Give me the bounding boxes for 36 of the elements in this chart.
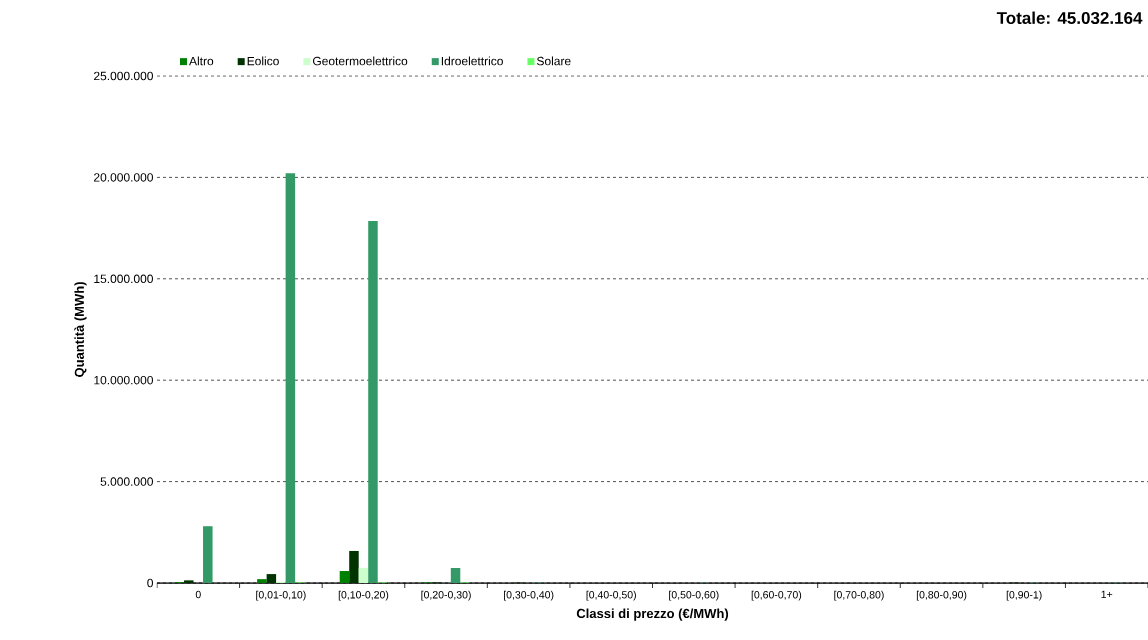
x-tick-label: [0,90-1) (1006, 590, 1042, 601)
x-tick-label: [0,50-0,60) (669, 590, 719, 601)
bar (368, 221, 378, 583)
legend-label: Idroelettrico (441, 56, 503, 66)
x-tick-label: [0,80-0,90) (916, 590, 967, 601)
bar (184, 580, 194, 583)
x-tick-label: 1+ (1101, 590, 1113, 599)
y-tick-label: 15.000.000 (94, 274, 153, 284)
y-tick-label: 5.000.000 (100, 477, 153, 486)
bar (257, 579, 267, 583)
y-tick-label: 0 (147, 578, 154, 588)
x-axis-title: Classi di prezzo (€/MWh) (576, 608, 729, 621)
y-tick-label: 25.000.000 (94, 71, 153, 81)
bar (358, 567, 369, 583)
x-tick-label: 0 (195, 590, 201, 599)
bar (203, 526, 213, 583)
x-tick-label: [0,30-0,40) (503, 590, 554, 601)
x-tick-label: [0,10-0,20) (338, 590, 389, 601)
text: Totale: 45.032.164 (996, 11, 1143, 25)
legend-label: Geotermoelettrico (312, 56, 408, 66)
bar (349, 550, 359, 583)
y-tick-label: 20.000.000 (94, 173, 153, 182)
legend-label: Solare (537, 56, 571, 66)
x-tick-label: [0,60-0,70) (751, 590, 802, 601)
x-tick-label: [0,40-0,50) (586, 590, 636, 601)
x-tick-label: [0,70-0,80) (834, 590, 884, 601)
x-tick-label: [0,01-0,10) (256, 590, 306, 601)
y-axis-title: Quantità (MWh) (74, 282, 87, 377)
x-tick-label: [0,20-0,30) (421, 590, 471, 601)
legend-label: Eolico (247, 56, 279, 66)
legend-label: Altro (189, 56, 214, 66)
bar (266, 574, 277, 583)
bar (339, 571, 350, 583)
y-tick-label: 10.000.000 (94, 375, 153, 385)
bar (450, 567, 461, 583)
bar (285, 173, 296, 583)
